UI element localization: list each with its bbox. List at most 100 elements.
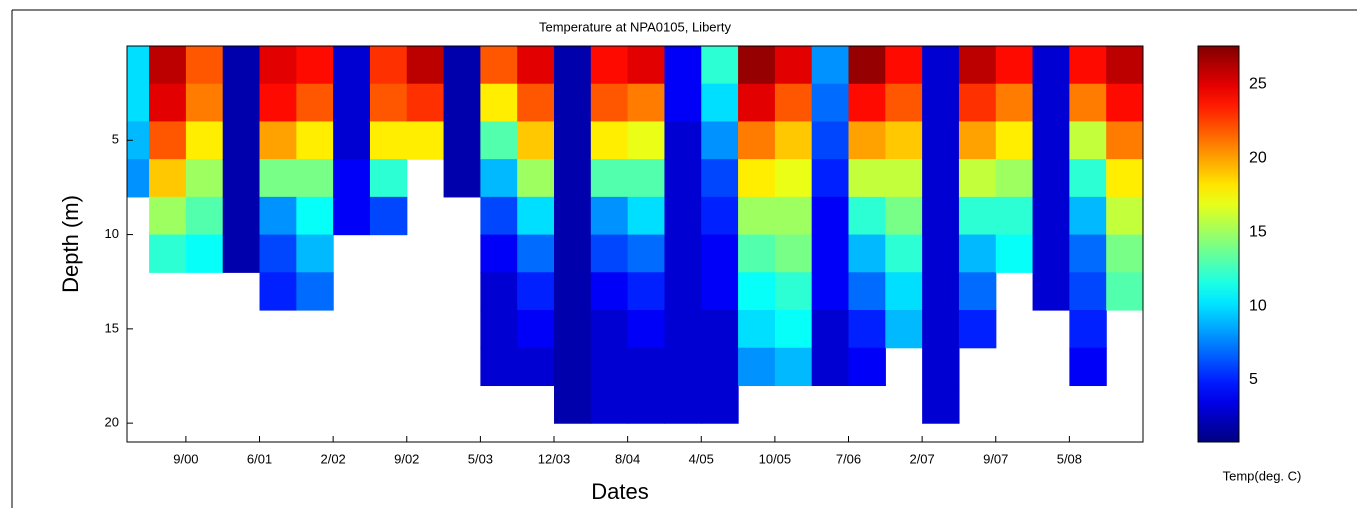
colorbar-tick-label: 20 — [1249, 150, 1267, 167]
temperature-cell — [149, 121, 187, 160]
temperature-cell — [811, 46, 850, 85]
temperature-cell — [811, 83, 850, 123]
chart-title: Temperature at NPA0105, Liberty — [539, 19, 731, 34]
temperature-cell — [517, 310, 555, 349]
temperature-cell — [811, 310, 850, 349]
temperature-cell — [885, 310, 923, 349]
temperature-cell — [333, 46, 371, 85]
temperature-cell — [848, 83, 886, 123]
temperature-cell — [296, 121, 334, 160]
temperature-cell — [480, 272, 518, 311]
temperature-cell — [922, 121, 960, 160]
temperature-cell — [885, 83, 923, 123]
temperature-cell — [701, 159, 739, 198]
temperature-cell — [443, 46, 481, 85]
temperature-cell — [185, 234, 224, 273]
temperature-cell — [259, 121, 297, 160]
temperature-cell — [627, 310, 666, 349]
temperature-cell — [554, 310, 592, 349]
temperature-cell — [958, 310, 997, 349]
temperature-cell — [848, 196, 886, 236]
temperature-cell — [664, 196, 702, 236]
temperature-cell — [848, 159, 886, 198]
y-tick-label: 15 — [105, 320, 119, 335]
temperature-cell — [517, 196, 555, 236]
temperature-cell — [222, 83, 261, 123]
temperature-cell — [259, 272, 297, 311]
temperature-cell — [333, 83, 371, 123]
x-tick-label: 2/02 — [320, 451, 345, 466]
temperature-cell — [701, 46, 739, 85]
temperature-cell — [738, 310, 776, 349]
temperature-cell — [1106, 272, 1143, 311]
temperature-cell — [369, 121, 408, 160]
temperature-cell — [185, 46, 224, 85]
temperature-cell — [738, 234, 776, 273]
temperature-cell — [333, 121, 371, 160]
temperature-cell — [848, 310, 886, 349]
contour-field — [127, 46, 1143, 424]
temperature-cell — [774, 159, 813, 198]
temperature-cell — [738, 347, 776, 387]
temperature-cell — [517, 347, 555, 387]
temperature-cell — [738, 121, 776, 160]
temperature-cell — [701, 385, 739, 424]
temperature-cell — [1032, 196, 1070, 236]
temperature-cell — [701, 234, 739, 273]
temperature-cell — [922, 83, 960, 123]
temperature-cell — [369, 159, 408, 198]
colorbar-label: Temp(deg. C) — [1223, 468, 1302, 483]
temperature-cell — [885, 272, 923, 311]
temperature-cell — [1069, 83, 1107, 123]
temperature-cell — [627, 46, 666, 85]
temperature-cell — [554, 234, 592, 273]
temperature-cell — [259, 46, 297, 85]
temperature-cell — [517, 272, 555, 311]
temperature-cell — [1106, 234, 1143, 273]
temperature-cell — [590, 121, 629, 160]
temperature-cell — [296, 196, 334, 236]
temperature-cell — [127, 159, 150, 198]
x-tick-label: 9/00 — [173, 451, 198, 466]
temperature-cell — [1069, 272, 1107, 311]
temperature-cell — [848, 272, 886, 311]
temperature-cell — [222, 46, 261, 85]
temperature-cell — [480, 159, 518, 198]
temperature-cell — [774, 272, 813, 311]
x-tick-label: 5/08 — [1057, 451, 1082, 466]
temperature-cell — [590, 347, 629, 387]
temperature-cell — [259, 196, 297, 236]
colorbar-tick-label: 5 — [1249, 371, 1258, 388]
temperature-cell — [958, 234, 997, 273]
temperature-cell — [848, 46, 886, 85]
x-tick-label: 2/07 — [909, 451, 934, 466]
temperature-cell — [885, 159, 923, 198]
x-tick-label: 4/05 — [689, 451, 714, 466]
temperature-cell — [664, 159, 702, 198]
temperature-cell — [590, 196, 629, 236]
temperature-cell — [885, 196, 923, 236]
temperature-cell — [369, 196, 408, 236]
temperature-cell — [517, 159, 555, 198]
temperature-cell — [627, 121, 666, 160]
temperature-cell — [296, 83, 334, 123]
temperature-cell — [627, 234, 666, 273]
temperature-cell — [127, 121, 150, 160]
temperature-cell — [995, 234, 1034, 273]
temperature-cell — [554, 385, 592, 424]
temperature-cell — [701, 83, 739, 123]
colorbar-tick-label: 15 — [1249, 223, 1267, 240]
temperature-cell — [480, 347, 518, 387]
temperature-cell — [627, 83, 666, 123]
temperature-cell — [995, 196, 1034, 236]
temperature-cell — [995, 83, 1034, 123]
temperature-cell — [738, 46, 776, 85]
temperature-cell — [1106, 121, 1143, 160]
temperature-cell — [554, 46, 592, 85]
temperature-cell — [627, 196, 666, 236]
temperature-cell — [480, 83, 518, 123]
temperature-cell — [958, 159, 997, 198]
temperature-cell — [1032, 159, 1070, 198]
temperature-cell — [1106, 159, 1143, 198]
temperature-cell — [127, 46, 150, 85]
